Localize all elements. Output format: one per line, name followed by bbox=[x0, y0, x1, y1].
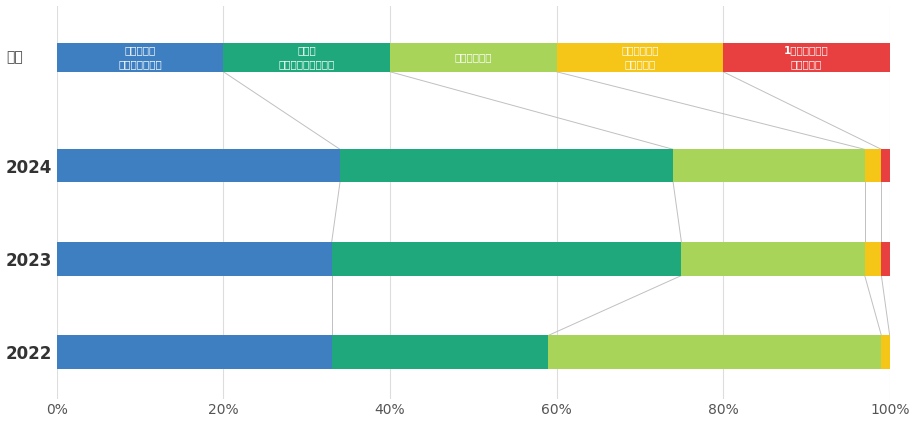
Bar bbox=[865, 242, 881, 275]
Text: 同水準である: 同水準である bbox=[455, 52, 492, 62]
Bar bbox=[390, 43, 556, 72]
Text: 1年前と比べて
劣っている: 1年前と比べて 劣っている bbox=[784, 46, 829, 69]
Bar bbox=[881, 242, 889, 275]
Bar bbox=[723, 43, 889, 72]
Bar bbox=[223, 43, 390, 72]
Bar bbox=[682, 242, 865, 275]
Bar bbox=[57, 149, 340, 182]
Text: 凡例: 凡例 bbox=[6, 50, 24, 64]
Bar bbox=[57, 242, 331, 275]
Bar bbox=[340, 149, 673, 182]
Bar bbox=[865, 149, 881, 182]
Bar bbox=[548, 335, 881, 368]
Text: やや低下した
部分がある: やや低下した 部分がある bbox=[621, 46, 659, 69]
Bar bbox=[331, 335, 548, 368]
Bar bbox=[881, 149, 889, 182]
Bar bbox=[57, 335, 331, 368]
Text: 進化を
感じることがあった: 進化を 感じることがあった bbox=[278, 46, 335, 69]
Text: 期待以上に
大きく進化した: 期待以上に 大きく進化した bbox=[118, 46, 162, 69]
Bar bbox=[881, 335, 889, 368]
Bar bbox=[331, 242, 682, 275]
Bar bbox=[556, 43, 723, 72]
Bar bbox=[57, 43, 223, 72]
Bar bbox=[673, 149, 865, 182]
